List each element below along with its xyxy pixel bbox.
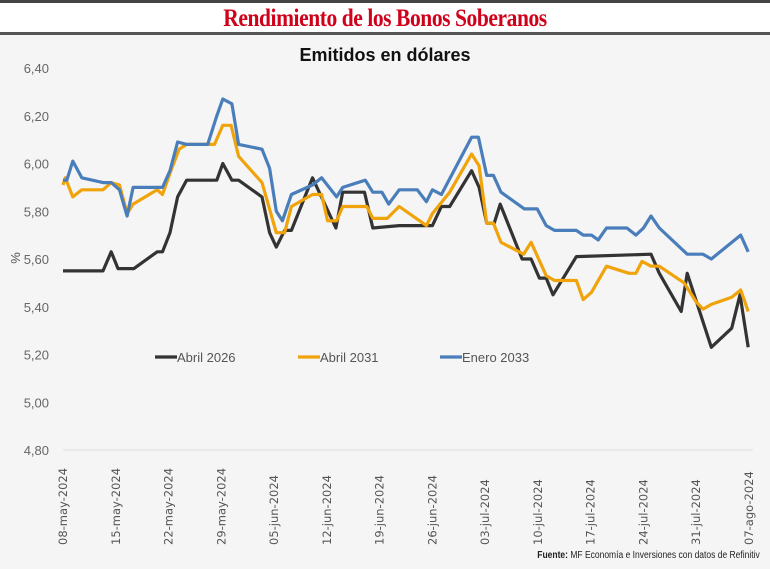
y-tick-label: 5,80 (24, 204, 49, 219)
source-note: Fuente: MF Economía e Inversiones con da… (537, 550, 760, 561)
y-tick-label: 5,20 (24, 348, 49, 363)
x-tick-label: 10-jul-2024 (531, 479, 545, 545)
chart-title: Emitidos en dólares (299, 45, 470, 65)
x-tick-label: 31-jul-2024 (689, 479, 703, 545)
page-title: Rendimiento de los Bonos Soberanos (223, 5, 547, 32)
x-tick-label: 07-ago-2024 (742, 471, 756, 545)
legend-item: Enero 2033 (440, 350, 529, 365)
x-tick-label: 29-may-2024 (214, 468, 228, 545)
y-tick-label: 4,80 (24, 443, 49, 458)
series-line-abril-2026 (63, 161, 750, 349)
y-tick-label: 5,40 (24, 300, 49, 315)
x-tick-label: 19-jun-2024 (373, 475, 387, 545)
legend-item: Abril 2026 (155, 350, 236, 365)
x-tick-label: 26-jun-2024 (425, 475, 439, 545)
legend-label: Abril 2031 (320, 350, 379, 365)
y-tick-label: 6,00 (24, 157, 49, 172)
x-tick-label: 24-jul-2024 (636, 479, 650, 545)
x-tick-label: 17-jul-2024 (584, 479, 598, 545)
legend-item: Abril 2031 (298, 350, 379, 365)
header-bar: Rendimiento de los Bonos Soberanos (0, 0, 770, 35)
source-label: Fuente: (537, 550, 569, 561)
y-tick-label: 6,40 (24, 61, 49, 76)
series-line-abril-2031 (61, 123, 750, 313)
y-tick-label: 5,00 (24, 395, 49, 410)
legend-label: Abril 2026 (177, 350, 236, 365)
legend-label: Enero 2033 (462, 350, 529, 365)
y-axis-label: % (8, 252, 23, 264)
x-tick-label: 05-jun-2024 (267, 475, 281, 545)
x-tick-label: 08-may-2024 (56, 468, 70, 545)
x-tick-label: 15-may-2024 (109, 468, 123, 545)
y-tick-label: 5,60 (24, 252, 49, 267)
x-tick-label: 22-may-2024 (162, 468, 176, 545)
x-tick-label: 03-jul-2024 (478, 479, 492, 545)
series-line-enero-2033 (63, 97, 750, 261)
source-text: MF Economía e Inversiones con datos de R… (568, 550, 760, 561)
x-tick-label: 12-jun-2024 (320, 475, 334, 545)
y-tick-label: 6,20 (24, 109, 49, 124)
